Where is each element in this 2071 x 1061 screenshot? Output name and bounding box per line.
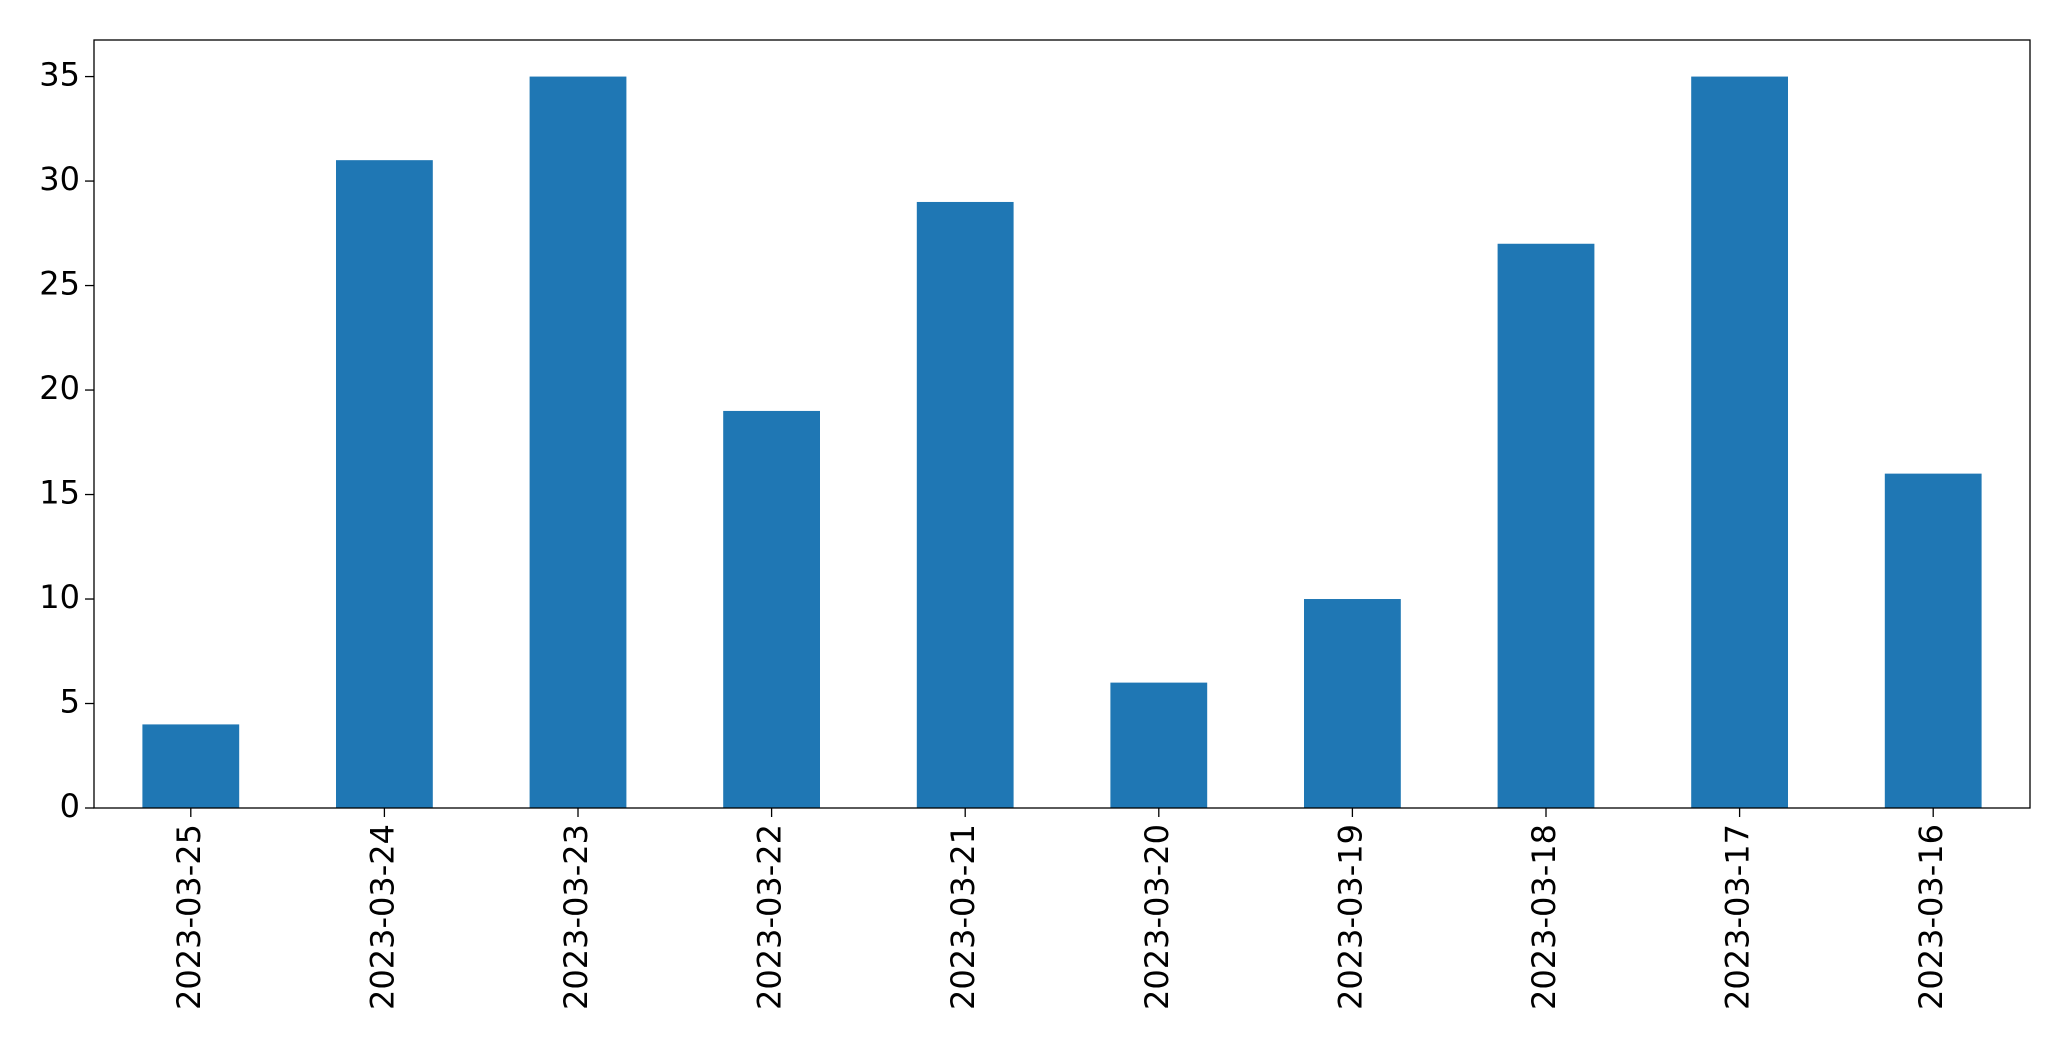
bar <box>1304 599 1401 808</box>
x-tick-label: 2023-03-25 <box>170 824 208 1010</box>
x-tick-label: 2023-03-17 <box>1719 824 1757 1010</box>
plot-frame <box>93 39 2031 809</box>
bar <box>1691 76 1788 809</box>
y-tick-label: 30 <box>39 160 80 198</box>
x-tick-label: 2023-03-21 <box>944 824 982 1010</box>
bar <box>1110 682 1208 808</box>
y-tick-label: 5 <box>60 683 80 721</box>
y-tick-label: 15 <box>39 474 80 512</box>
x-tick-label: 2023-03-16 <box>1912 824 1950 1010</box>
y-tick-label: 25 <box>39 265 80 303</box>
y-tick-label: 0 <box>60 787 80 825</box>
bar <box>1497 243 1595 808</box>
x-tick-label: 2023-03-22 <box>751 824 789 1010</box>
bar <box>723 410 820 808</box>
x-tick-label: 2023-03-24 <box>363 824 401 1010</box>
bar <box>916 201 1014 809</box>
bar <box>142 724 240 808</box>
bar <box>336 160 433 808</box>
y-tick-label: 20 <box>39 369 80 407</box>
bar <box>529 76 627 809</box>
y-tick-label: 35 <box>39 56 80 94</box>
x-tick-label: 2023-03-23 <box>557 824 595 1010</box>
y-tick-label: 10 <box>39 578 80 616</box>
bar <box>1884 473 1982 808</box>
x-tick-label: 2023-03-20 <box>1138 824 1176 1010</box>
x-tick-label: 2023-03-18 <box>1525 824 1563 1010</box>
x-tick-label: 2023-03-19 <box>1331 824 1369 1010</box>
